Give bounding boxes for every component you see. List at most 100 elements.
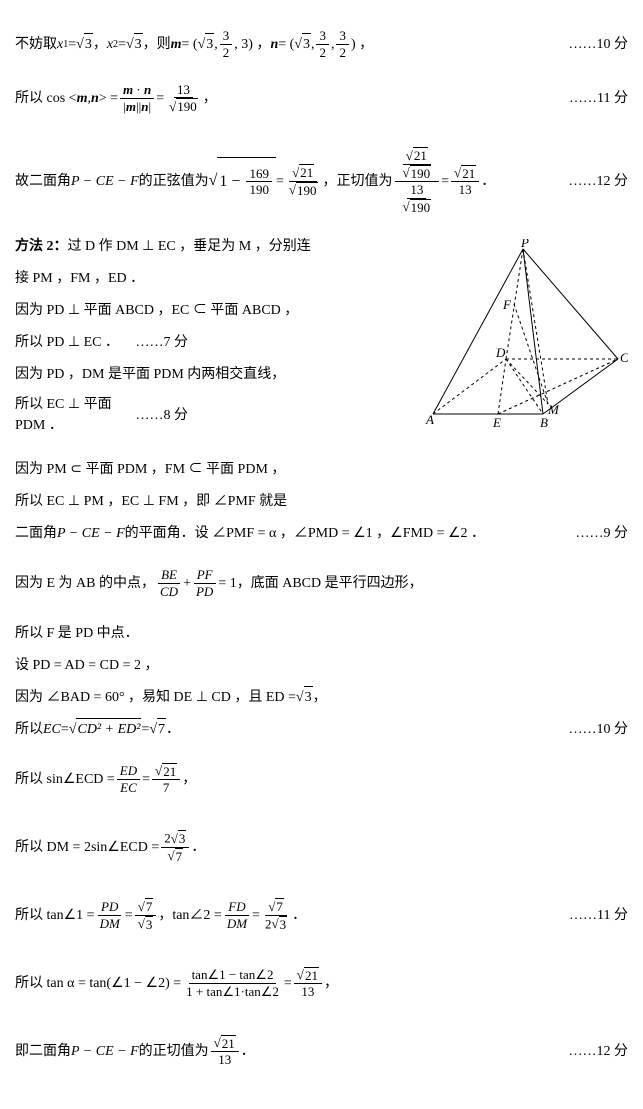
- text: ) ，: [351, 34, 373, 55]
- frac: 7 23: [262, 898, 290, 932]
- eq: =: [284, 973, 292, 994]
- score-8: ……8 分: [121, 405, 189, 426]
- score-11: ……11 分: [554, 88, 628, 109]
- text: 的正弦值为: [139, 171, 209, 192]
- frac: 21 13: [294, 967, 322, 1000]
- comma: ，: [182, 769, 196, 790]
- frac: FDDM: [224, 899, 250, 931]
- line-2-content: 所以 cos < m, n > = m · n |m||n| = 13 190 …: [15, 82, 217, 115]
- line-20: 所以 tan∠1 = PDDM = 7 3 ，tan∠2 = FDDM = 7 …: [15, 885, 628, 945]
- frac-mn: m · n |m||n|: [120, 82, 154, 114]
- line-12: 二面角 P − CE − F 的平面角．设 ∠PMF = α ，∠PMD = ∠…: [15, 521, 628, 545]
- line-12-content: 二面角 P − CE − F 的平面角．设 ∠PMF = α ，∠PMD = ∠…: [15, 523, 485, 544]
- text: 接 PM ，FM ，ED ．: [15, 268, 144, 289]
- text: 的平面角．设 ∠PMF = α ，∠PMD = ∠1 ，∠FMD = ∠2 ．: [125, 523, 485, 544]
- text: 即二面角: [15, 1041, 71, 1062]
- period: ．: [292, 905, 306, 926]
- line-13-content: 因为 E 为 AB 的中点， BECD + PFPD = 1 ，底面 ABCD …: [15, 567, 423, 599]
- line-14: 所以 F 是 PD 中点．: [15, 621, 628, 645]
- line-4-content: 方法 2： 过 D 作 DM ⊥ EC ，垂足为 M ，分别连: [15, 236, 311, 257]
- text: 所以 EC ⊥ 平面 PDM ．: [15, 394, 121, 436]
- vec-m: m: [171, 34, 182, 55]
- line-1-content: 不妨取 x1 = 3 ， x2 = 3 ，则 m = (3, 32 , 3) ，…: [15, 28, 373, 60]
- eq: =: [68, 34, 76, 55]
- vec-m: m: [77, 88, 88, 109]
- label-c: C: [620, 350, 628, 365]
- label-d: D: [495, 345, 506, 360]
- line-16-content: 因为 ∠BAD = 60° ，易知 DE ⊥ CD ，且 ED = 3 ，: [15, 686, 327, 708]
- vec-n: n: [91, 88, 99, 109]
- text: 所以: [15, 719, 43, 740]
- label-e: E: [492, 415, 501, 430]
- ec: EC: [43, 719, 61, 740]
- label-a: A: [425, 412, 434, 427]
- line-15: 设 PD = AD = CD = 2 ，: [15, 653, 628, 677]
- frac: EDEC: [117, 763, 140, 795]
- line-19-content: 所以 DM = 2sin∠ECD = 23 7 ．: [15, 830, 205, 864]
- line-18: 所以 sin∠ECD = EDEC = 21 7 ，: [15, 749, 628, 809]
- sqrt: 3: [296, 686, 313, 708]
- frac: 23 7: [161, 830, 189, 864]
- pcef: P − CE − F: [57, 523, 125, 544]
- frac: 32: [220, 28, 233, 60]
- text: ,: [214, 34, 218, 55]
- method-2: 方法 2：: [15, 236, 68, 257]
- eq: =: [441, 171, 449, 192]
- line-19: 所以 DM = 2sin∠ECD = 23 7 ．: [15, 817, 628, 877]
- text: ,: [311, 34, 315, 55]
- line-9: 所以 EC ⊥ 平面 PDM ． ……8 分: [15, 394, 408, 436]
- sqrt: 3: [198, 33, 215, 55]
- text: ，tan∠2 =: [158, 905, 222, 926]
- score-12b: ……12 分: [554, 1041, 629, 1062]
- eq: =: [252, 905, 260, 926]
- period: ．: [481, 171, 495, 192]
- text: ，底面 ABCD 是平行四边形，: [237, 573, 423, 594]
- line-2: 所以 cos < m, n > = m · n |m||n| = 13 190 …: [15, 68, 628, 128]
- line-21-content: 所以 tan α = tan(∠1 − ∠2) = tan∠1 − tan∠2 …: [15, 967, 338, 1000]
- text: 故二面角: [15, 171, 71, 192]
- period: ．: [241, 1041, 255, 1062]
- sqrt: 3: [294, 33, 311, 55]
- text: 所以 cos <: [15, 88, 77, 109]
- eq: =: [61, 719, 69, 740]
- line-7: 所以 PD ⊥ EC ． ……7 分: [15, 330, 408, 354]
- frac: 21 13: [451, 165, 479, 198]
- label-f: F: [502, 297, 512, 312]
- sqrt: 7: [149, 718, 166, 740]
- text: 所以 tan∠1 =: [15, 905, 95, 926]
- period: ．: [166, 719, 180, 740]
- score-12: ……12 分: [554, 171, 629, 192]
- text: 所以 sin∠ECD =: [15, 769, 115, 790]
- plus: +: [183, 573, 191, 594]
- text: 所以 EC ⊥ PM ，EC ⊥ FM ，即 ∠PMF 就是: [15, 491, 287, 512]
- eq: =: [125, 905, 133, 926]
- frac: 21 7: [152, 763, 180, 796]
- text: 过 D 作 DM ⊥ EC ，垂足为 M ，分别连: [68, 236, 311, 257]
- text: 所以 PD ⊥ EC ．: [15, 332, 119, 353]
- line-21: 所以 tan α = tan(∠1 − ∠2) = tan∠1 − tan∠2 …: [15, 953, 628, 1013]
- score-7: ……7 分: [121, 332, 189, 353]
- line-11: 所以 EC ⊥ PM ，EC ⊥ FM ，即 ∠PMF 就是: [15, 489, 628, 513]
- sqrt: CD² + ED²: [69, 718, 142, 740]
- comma: ，: [324, 973, 338, 994]
- sqrt3: 3: [126, 33, 143, 55]
- text: ，正切值为: [323, 171, 393, 192]
- text: 因为 E 为 AB 的中点，: [15, 573, 155, 594]
- text: 所以 F 是 PD 中点．: [15, 623, 139, 644]
- eq: =: [142, 769, 150, 790]
- text: 设 PD = AD = CD = 2 ，: [15, 655, 158, 676]
- line-18-content: 所以 sin∠ECD = EDEC = 21 7 ，: [15, 763, 196, 796]
- text: 因为 PD ，DM 是平面 PDM 内两相交直线，: [15, 364, 285, 385]
- line-20-content: 所以 tan∠1 = PDDM = 7 3 ，tan∠2 = FDDM = 7 …: [15, 898, 306, 932]
- score-9: ……9 分: [561, 523, 629, 544]
- line-8: 因为 PD ，DM 是平面 PDM 内两相交直线，: [15, 362, 408, 386]
- score-11b: ……11 分: [554, 905, 628, 926]
- text: > =: [99, 88, 118, 109]
- text: 因为 ∠BAD = 60° ，易知 DE ⊥ CD ，且 ED =: [15, 687, 296, 708]
- sqrt3: 3: [76, 33, 93, 55]
- line-10: 因为 PM ⊂ 平面 PDM ，FM ⊂ 平面 PDM ，: [15, 457, 628, 481]
- eq: =: [118, 34, 126, 55]
- pcef: P − CE − F: [71, 171, 139, 192]
- line-17: 所以 EC = CD² + ED² = 7 ． ……10 分: [15, 717, 628, 741]
- line-4: 方法 2： 过 D 作 DM ⊥ EC ，垂足为 M ，分别连: [15, 234, 408, 258]
